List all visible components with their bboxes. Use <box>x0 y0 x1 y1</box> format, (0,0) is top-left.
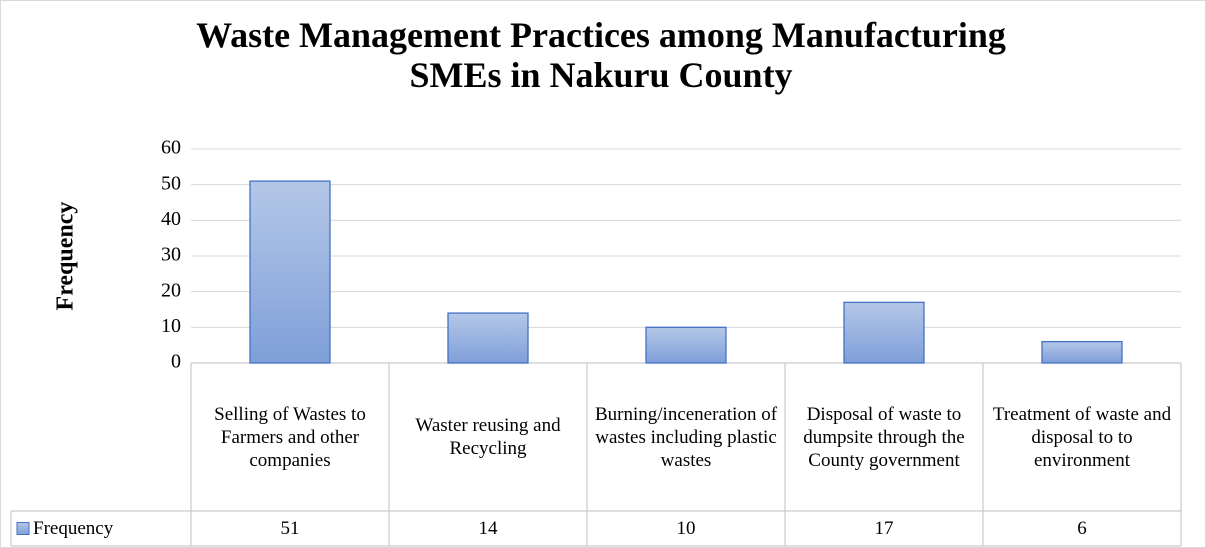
y-tick-label: 20 <box>161 279 181 301</box>
y-tick-label: 50 <box>161 172 181 194</box>
x-tick-label: Disposal of waste to dumpsite through th… <box>803 403 965 471</box>
table-value: 17 <box>874 518 894 539</box>
chart-title: Waste Management Practices among Manufac… <box>196 15 1006 95</box>
y-tick-label: 40 <box>161 208 181 230</box>
bar <box>447 312 529 364</box>
x-tick-label: Waster reusing and Recycling <box>415 415 561 459</box>
x-tick-label: Treatment of waste and disposal to to en… <box>992 403 1172 471</box>
legend-swatch <box>16 522 30 535</box>
table-value: 10 <box>676 518 696 539</box>
x-tick-label: Burning/inceneration of wastes including… <box>594 403 778 471</box>
bar <box>645 326 727 364</box>
bar <box>1041 340 1123 364</box>
x-tick-label: Selling of Wastes to Farmers and other c… <box>214 403 366 471</box>
legend-label: Frequency <box>33 518 114 539</box>
table-value: 51 <box>280 518 300 539</box>
y-tick-label: 30 <box>161 244 181 266</box>
y-tick-label: 0 <box>171 351 181 373</box>
bar <box>249 180 331 364</box>
y-tick-label: 10 <box>161 315 181 337</box>
y-tick-label: 60 <box>161 137 181 159</box>
table-value: 14 <box>478 518 498 539</box>
y-axis-label: Frequency <box>53 202 79 311</box>
bar <box>843 301 925 364</box>
table-value: 6 <box>1077 518 1087 539</box>
